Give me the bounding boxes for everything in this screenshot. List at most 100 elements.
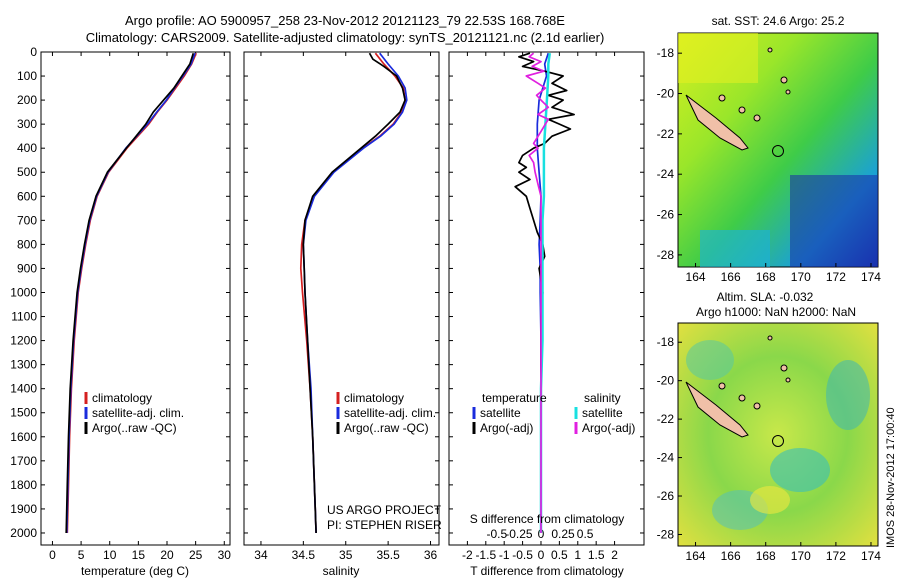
x-tick-label: 15 xyxy=(132,548,146,562)
map-x-tick-label: 166 xyxy=(721,270,741,284)
map-x-tick-label: 164 xyxy=(686,270,706,284)
depth-tick-label: 400 xyxy=(17,141,37,155)
legend-label-s-argo: Argo(-adj) xyxy=(582,421,635,435)
legend-label-argo: Argo(..raw -QC) xyxy=(92,421,177,435)
series-line-s-argo-adj- xyxy=(525,52,550,533)
x-top-tick-label: 0 xyxy=(538,527,545,541)
map-x-tick-label: 174 xyxy=(861,549,881,563)
legend-label-t-satellite: satellite xyxy=(480,406,521,420)
x-tick-label: 35.5 xyxy=(376,548,400,562)
sst-map-title: sat. SST: 24.6 Argo: 25.2 xyxy=(712,14,845,28)
series-line-argo-raw-qc- xyxy=(302,52,406,534)
depth-tick-label: 1800 xyxy=(10,478,37,492)
x-tick-label: -2 xyxy=(462,548,473,562)
legend-label-climatology: climatology xyxy=(92,391,152,405)
island xyxy=(718,382,726,390)
map-y-tick-label: -28 xyxy=(657,248,675,262)
depth-tick-label: 800 xyxy=(17,237,37,251)
depth-tick-label: 1000 xyxy=(10,285,37,299)
sla-low-eddy xyxy=(826,360,870,430)
temperature-panel xyxy=(40,51,231,546)
depth-tick-label: 700 xyxy=(17,213,37,227)
legend-label-satellite: satellite-adj. clim. xyxy=(92,406,184,420)
map-y-tick-label: -20 xyxy=(657,374,675,388)
x-tick-label: 5 xyxy=(78,548,85,562)
depth-tick-label: 600 xyxy=(17,189,37,203)
title-line-2: Climatology: CARS2009. Satellite-adjuste… xyxy=(86,30,605,45)
series-line-climatology xyxy=(66,52,197,534)
sst-warm-patch xyxy=(678,33,758,83)
sst-cool-patch xyxy=(700,230,770,267)
difference-xlabel-top: S difference from climatology xyxy=(470,512,625,526)
series-line-climatology xyxy=(299,52,406,534)
difference-xlabel: T difference from climatology xyxy=(470,564,624,578)
x-tick-label: -1.5 xyxy=(475,548,496,562)
temperature-xlabel: temperature (deg C) xyxy=(81,564,189,578)
depth-tick-label: 900 xyxy=(17,261,37,275)
imos-timestamp: IMOS 28-Nov-2012 17:00:40 xyxy=(885,407,897,548)
legend-title-temperature: temperature xyxy=(482,391,547,405)
island xyxy=(718,94,726,102)
new-caledonia-island xyxy=(685,94,749,151)
depth-tick-label: 2000 xyxy=(10,526,37,540)
depth-tick-label: 300 xyxy=(17,117,37,131)
difference-series xyxy=(514,52,575,533)
depth-tick-label: 1700 xyxy=(10,454,37,468)
x-tick-label: 34 xyxy=(254,548,268,562)
x-tick-label: 0 xyxy=(49,548,56,562)
island xyxy=(753,114,761,122)
title-line-1: Argo profile: AO 5900957_258 23-Nov-2012… xyxy=(125,13,565,28)
depth-tick-label: 1400 xyxy=(10,382,37,396)
depth-axis-labels: 0 100 200 300 400 500 600 700 800 900 1000 1100 1200… xyxy=(10,45,37,540)
map-y-tick-label: -26 xyxy=(657,489,675,503)
x-top-tick-label: 0.25 xyxy=(551,527,575,541)
x-tick-label: -0.5 xyxy=(512,548,533,562)
temperature-series xyxy=(65,52,197,534)
sla-low-eddy xyxy=(686,340,734,380)
x-top-tick-label: -0.25 xyxy=(505,527,533,541)
legend-label-t-argo: Argo(-adj) xyxy=(480,421,533,435)
sst-map-axes: 164 166 168 170 172 174 -18 -20 -22 -24 -26 -28 xyxy=(657,46,882,284)
salinity-xlabel: salinity xyxy=(323,564,360,578)
legend-label-argo: Argo(..raw -QC) xyxy=(344,421,429,435)
map-y-tick-label: -24 xyxy=(657,451,675,465)
sla-high-eddy xyxy=(750,486,790,514)
island xyxy=(767,335,773,341)
depth-tick-label: 500 xyxy=(17,165,37,179)
x-top-tick-label: 0.5 xyxy=(577,527,594,541)
x-tick-label: 20 xyxy=(160,548,174,562)
x-tick-label: 10 xyxy=(103,548,117,562)
island xyxy=(738,106,746,114)
temperature-legend: climatology satellite-adj. clim. Argo(..… xyxy=(84,391,184,435)
x-tick-label: 2 xyxy=(611,548,618,562)
depth-tick-label: 1600 xyxy=(10,430,37,444)
island xyxy=(780,364,788,372)
series-line-argo-raw-qc- xyxy=(65,52,195,534)
difference-legend: temperature satellite Argo(-adj) salinit… xyxy=(472,391,635,435)
island xyxy=(738,394,746,402)
salinity-panel xyxy=(243,51,440,546)
map-y-tick-label: -22 xyxy=(657,127,675,141)
new-caledonia-island xyxy=(685,381,749,438)
map-y-tick-label: -18 xyxy=(657,335,675,349)
x-tick-label: 1.5 xyxy=(588,548,605,562)
x-tick-label: 34.5 xyxy=(292,548,316,562)
float-location-marker xyxy=(772,145,784,157)
sla-low-eddy xyxy=(770,448,830,492)
legend-label-satellite: satellite-adj. clim. xyxy=(344,406,436,420)
map-y-tick-label: -28 xyxy=(657,527,675,541)
x-tick-label: 30 xyxy=(218,548,232,562)
map-x-tick-label: 168 xyxy=(756,270,776,284)
sla-map-axes: 164 166 168 170 172 174 -18 -20 -22 -24 -26 -28 xyxy=(657,335,882,563)
map-y-tick-label: -26 xyxy=(657,208,675,222)
island xyxy=(785,377,791,383)
map-x-tick-label: 172 xyxy=(826,549,846,563)
x-top-tick-label: -0.5 xyxy=(486,527,507,541)
map-y-tick-label: -24 xyxy=(657,167,675,181)
depth-tick-label: 1300 xyxy=(10,358,37,372)
difference-panel xyxy=(448,51,645,546)
x-tick-label: 0.5 xyxy=(551,548,568,562)
depth-tick-label: 0 xyxy=(30,45,37,59)
sla-map xyxy=(677,322,879,547)
project-annotation: US ARGO PROJECT xyxy=(327,503,442,517)
